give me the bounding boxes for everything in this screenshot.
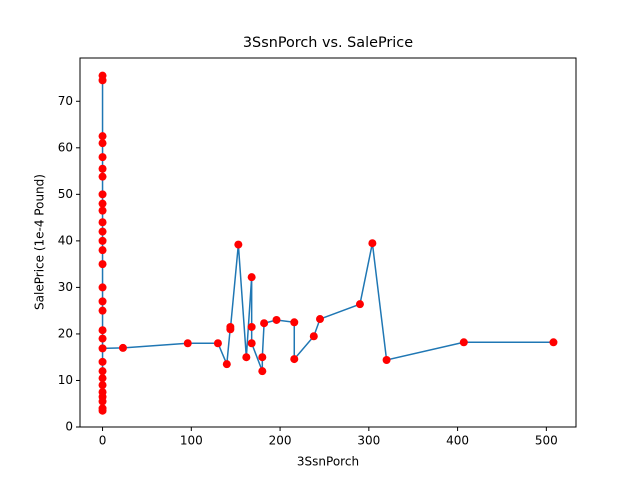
y-tick-label: 40: [58, 233, 73, 247]
point: [234, 240, 243, 249]
point: [98, 381, 107, 390]
point: [226, 325, 235, 334]
point: [459, 338, 468, 347]
point: [247, 339, 256, 348]
point: [213, 339, 222, 348]
plot-frame: [79, 57, 577, 428]
point: [98, 190, 107, 199]
point: [98, 367, 107, 376]
point: [98, 236, 107, 245]
point: [98, 326, 107, 335]
point: [98, 306, 107, 315]
point: [98, 246, 107, 255]
point: [258, 353, 267, 362]
point: [118, 343, 127, 352]
y-tick-label: 30: [58, 280, 73, 294]
point: [290, 318, 299, 327]
point: [242, 353, 251, 362]
y-tick-label: 60: [58, 140, 73, 154]
y-axis-label: SalePrice (1e-4 Pound): [33, 174, 47, 310]
point: [98, 357, 107, 366]
point: [98, 283, 107, 292]
point: [316, 315, 325, 324]
point: [98, 139, 107, 148]
x-tick-label: 400: [446, 434, 469, 448]
y-tick-label: 70: [58, 94, 73, 108]
point: [260, 319, 269, 328]
point: [247, 322, 256, 331]
point: [382, 355, 391, 364]
point: [98, 132, 107, 141]
point: [98, 297, 107, 306]
point: [247, 273, 256, 282]
point: [98, 334, 107, 343]
y-tick-label: 10: [58, 373, 73, 387]
point: [98, 227, 107, 236]
point: [98, 164, 107, 173]
point: [309, 332, 318, 341]
point: [290, 355, 299, 364]
point: [98, 172, 107, 181]
point: [98, 153, 107, 162]
point: [98, 374, 107, 383]
y-tick-label: 50: [58, 187, 73, 201]
point: [272, 315, 281, 324]
x-axis-label: 3SsnPorch: [297, 455, 359, 469]
chart-title: 3SsnPorch vs. SalePrice: [243, 35, 413, 51]
point: [98, 344, 107, 353]
y-tick-label: 20: [58, 326, 73, 340]
x-tick-label: 200: [269, 434, 292, 448]
point: [98, 404, 107, 413]
x-tick-label: 500: [535, 434, 558, 448]
point: [98, 76, 107, 85]
point: [98, 206, 107, 215]
point: [368, 239, 377, 248]
point: [549, 338, 558, 347]
y-tick-label: 0: [65, 420, 73, 434]
point: [183, 339, 192, 348]
point: [98, 199, 107, 208]
point: [355, 300, 364, 309]
x-tick-label: 0: [99, 434, 107, 448]
point: [98, 392, 107, 401]
point: [258, 367, 267, 376]
point: [222, 360, 231, 369]
x-tick-label: 300: [357, 434, 380, 448]
point: [98, 218, 107, 227]
point: [98, 260, 107, 269]
x-tick-label: 100: [180, 434, 203, 448]
